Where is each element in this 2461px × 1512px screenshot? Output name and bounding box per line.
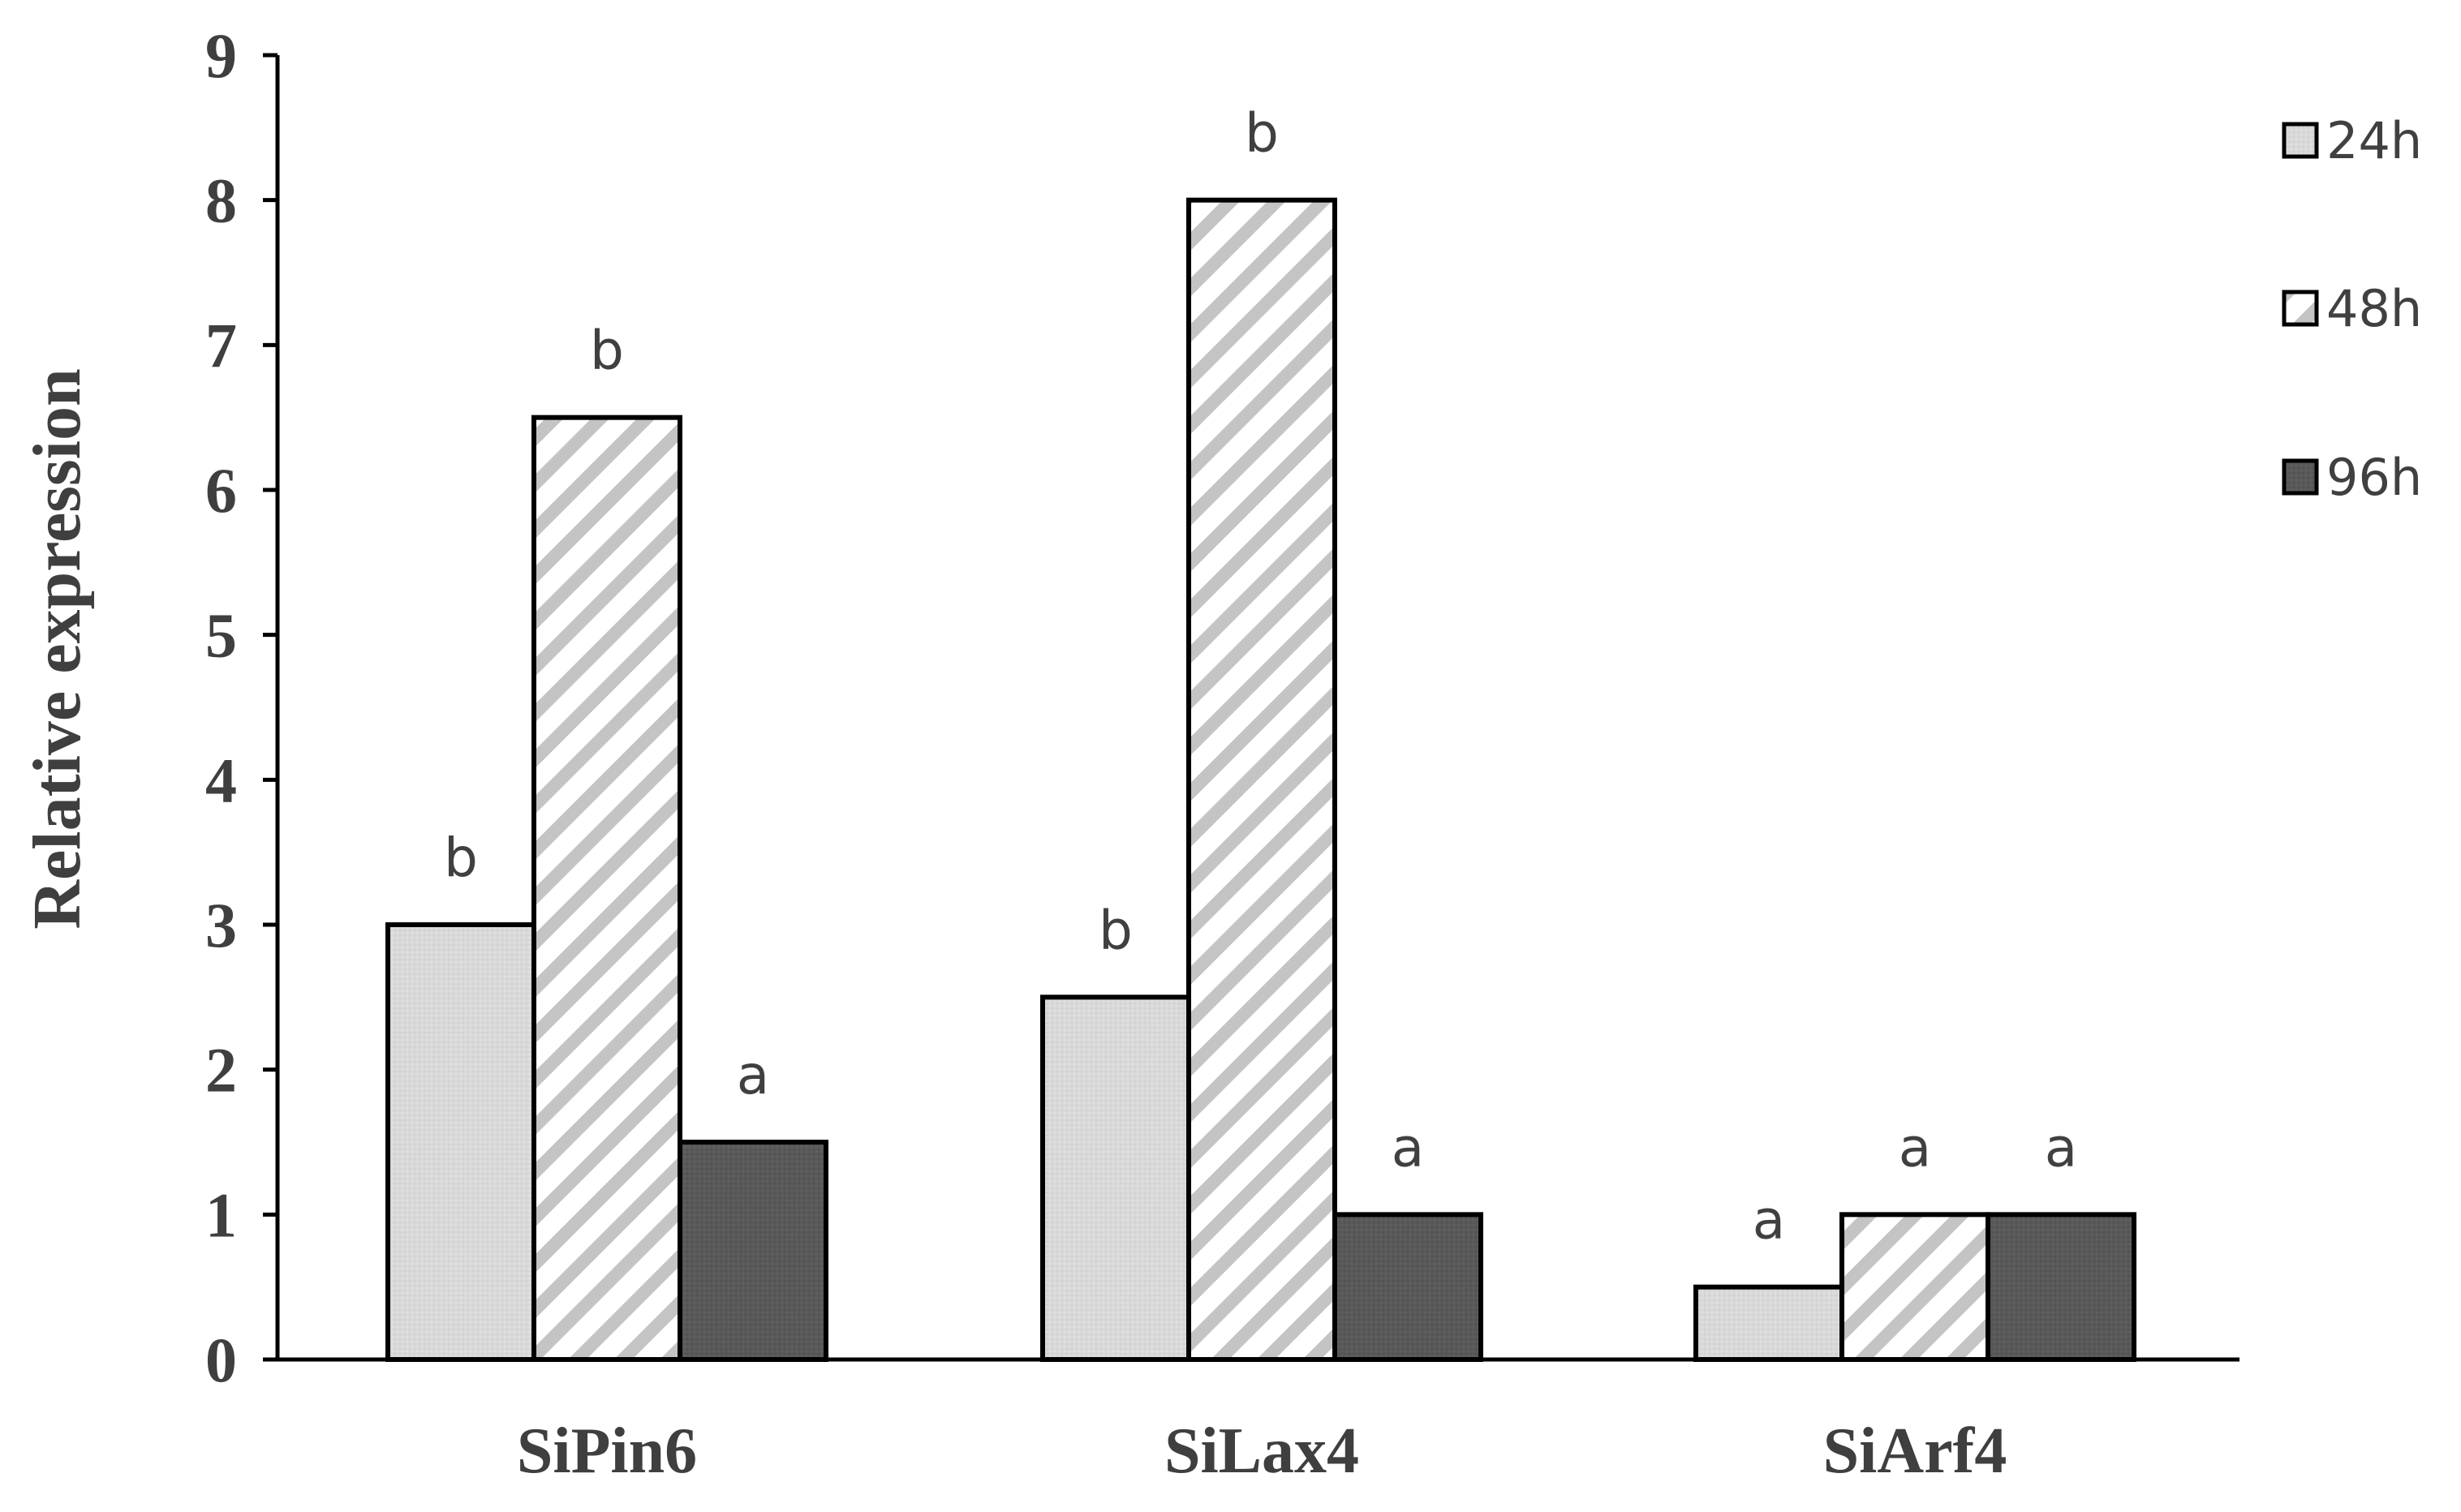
bar-96h-SiPin6 bbox=[678, 1140, 828, 1362]
significance-letter: a bbox=[737, 1044, 769, 1106]
y-tick-label: 8 bbox=[205, 165, 237, 236]
y-tick-label: 2 bbox=[205, 1035, 237, 1106]
y-tick-label: 1 bbox=[205, 1179, 237, 1250]
y-tick-label: 3 bbox=[205, 890, 237, 960]
significance-letter: b bbox=[444, 827, 478, 889]
significance-letter: b bbox=[1245, 102, 1279, 165]
legend-swatch-24h bbox=[2282, 122, 2319, 159]
significance-letter: a bbox=[1753, 1189, 1785, 1252]
legend-swatch-48h bbox=[2282, 290, 2319, 327]
legend-label-48h: 48h bbox=[2326, 279, 2422, 338]
significance-letter: a bbox=[2045, 1116, 2077, 1179]
significance-letter: b bbox=[1099, 899, 1133, 961]
legend-label-24h: 24h bbox=[2326, 111, 2422, 170]
legend-label-96h: 96h bbox=[2326, 448, 2422, 507]
y-tick-label: 4 bbox=[205, 745, 237, 815]
bar-96h-SiLax4 bbox=[1332, 1212, 1483, 1363]
legend-swatch-96h bbox=[2282, 458, 2319, 496]
significance-letter: a bbox=[1899, 1116, 1931, 1179]
bar-24h-SiArf4 bbox=[1693, 1284, 1844, 1362]
bar-24h-SiPin6 bbox=[385, 922, 536, 1362]
significance-letter: a bbox=[1392, 1116, 1424, 1179]
bar-48h-SiLax4 bbox=[1186, 197, 1337, 1363]
x-category-label: SiLax4 bbox=[1164, 1415, 1359, 1487]
significance-labels: b b a b b a a a a bbox=[444, 102, 2077, 1252]
y-tick-label: 7 bbox=[205, 310, 237, 380]
significance-letter: b bbox=[590, 320, 624, 382]
y-tick-label: 6 bbox=[205, 455, 237, 526]
y-tick-label: 0 bbox=[205, 1325, 237, 1395]
y-axis-title: Relative expression bbox=[19, 368, 95, 929]
y-axis: 0 1 2 3 4 5 6 7 8 9 bbox=[205, 20, 280, 1395]
bar-96h-SiArf4 bbox=[1986, 1212, 2136, 1363]
y-tick-label: 9 bbox=[205, 20, 237, 91]
bar-24h-SiLax4 bbox=[1040, 994, 1191, 1363]
x-category-label: SiArf4 bbox=[1823, 1415, 2007, 1487]
bar-48h-SiPin6 bbox=[531, 415, 682, 1363]
bar-48h-SiArf4 bbox=[1839, 1212, 1990, 1363]
bars-group bbox=[385, 197, 2136, 1363]
legend: 24h 48h 96h bbox=[2282, 111, 2422, 507]
x-axis: SiPin6 SiLax4 SiArf4 bbox=[278, 1357, 2239, 1487]
x-category-label: SiPin6 bbox=[517, 1415, 697, 1487]
y-tick-label: 5 bbox=[205, 600, 237, 671]
